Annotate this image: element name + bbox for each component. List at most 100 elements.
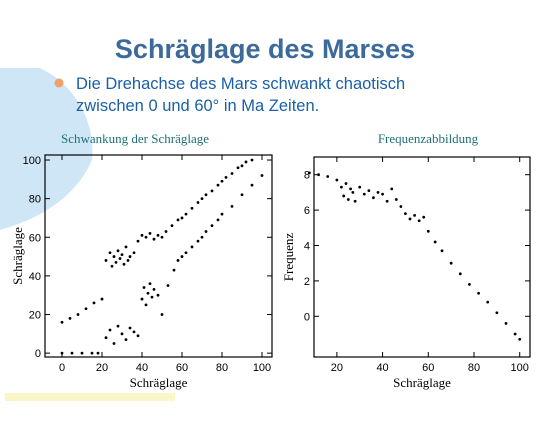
point xyxy=(144,235,148,239)
point xyxy=(112,255,116,258)
point xyxy=(204,193,208,197)
point xyxy=(120,253,124,257)
point xyxy=(152,288,156,291)
point xyxy=(112,342,116,345)
y-tick-label: 100 xyxy=(23,155,41,167)
x-tick-label: 100 xyxy=(511,362,529,374)
point xyxy=(413,214,416,217)
point xyxy=(236,166,240,170)
point xyxy=(156,293,160,297)
point xyxy=(372,196,375,200)
y-tick-label: 0 xyxy=(35,348,41,360)
point xyxy=(126,259,130,262)
y-tick-label: 20 xyxy=(29,310,41,322)
point xyxy=(180,216,184,220)
point xyxy=(176,218,180,222)
point xyxy=(120,332,124,336)
point xyxy=(426,229,430,233)
point xyxy=(122,262,126,266)
point xyxy=(399,205,403,208)
x-tick-label: 100 xyxy=(253,362,271,374)
x-tick-label: 40 xyxy=(136,362,148,374)
point xyxy=(342,194,346,198)
point xyxy=(200,235,204,239)
point xyxy=(216,218,220,222)
point xyxy=(176,259,180,262)
point xyxy=(230,204,234,208)
point xyxy=(136,334,140,338)
y-tick-label: 4 xyxy=(304,240,310,252)
point xyxy=(108,251,112,255)
point xyxy=(160,235,164,239)
x-tick-label: 20 xyxy=(331,362,343,374)
point xyxy=(148,232,152,235)
chart-title: Schwankung der Schräglage xyxy=(61,131,209,146)
point xyxy=(486,300,490,304)
point xyxy=(504,321,508,325)
plot-frame xyxy=(313,156,531,358)
y-tick-label: 0 xyxy=(304,311,310,323)
point xyxy=(340,185,343,189)
point xyxy=(124,338,128,342)
x-tick-label: 80 xyxy=(468,362,480,374)
y-tick-label: 6 xyxy=(304,205,310,217)
decor-shape xyxy=(0,68,93,230)
point xyxy=(244,160,248,164)
point xyxy=(518,337,522,341)
point xyxy=(76,313,80,316)
bullet-text: zwischen 0 und 60° in Ma Zeiten. xyxy=(76,97,319,115)
x-axis-label: Schräglage xyxy=(130,375,188,390)
point xyxy=(408,217,412,221)
point xyxy=(60,320,64,324)
point xyxy=(166,284,170,287)
point xyxy=(128,326,132,330)
point xyxy=(116,249,120,253)
slide-title: Schräglage des Marses xyxy=(115,34,415,64)
point xyxy=(433,240,437,244)
point xyxy=(180,255,184,258)
point xyxy=(250,158,254,162)
point xyxy=(104,336,108,340)
point xyxy=(184,212,188,216)
point xyxy=(326,175,330,178)
point xyxy=(210,224,214,228)
point xyxy=(513,332,517,336)
point xyxy=(136,239,140,243)
point xyxy=(390,187,394,191)
point xyxy=(224,176,228,179)
point xyxy=(335,178,339,182)
point xyxy=(104,259,108,262)
point xyxy=(80,351,84,355)
point xyxy=(358,185,362,189)
point xyxy=(92,301,96,305)
point xyxy=(362,192,366,196)
point xyxy=(132,251,136,255)
point xyxy=(385,199,389,203)
plot-frame xyxy=(44,154,273,358)
point xyxy=(140,233,144,237)
point xyxy=(250,183,254,187)
point xyxy=(90,351,94,355)
point xyxy=(204,230,208,233)
point xyxy=(468,283,471,286)
point xyxy=(146,291,150,295)
point xyxy=(190,206,194,210)
point xyxy=(114,260,118,264)
point xyxy=(164,230,168,233)
point xyxy=(422,215,426,219)
point xyxy=(68,316,72,320)
point xyxy=(170,224,174,228)
point xyxy=(70,351,74,355)
x-tick-label: 80 xyxy=(216,362,228,374)
point xyxy=(449,261,453,265)
point xyxy=(116,324,120,328)
point xyxy=(308,171,311,175)
decor-bar xyxy=(5,393,175,401)
point xyxy=(495,311,499,315)
point xyxy=(200,197,204,201)
point xyxy=(132,330,136,334)
point xyxy=(394,198,398,201)
point xyxy=(260,174,264,177)
point xyxy=(440,249,444,253)
